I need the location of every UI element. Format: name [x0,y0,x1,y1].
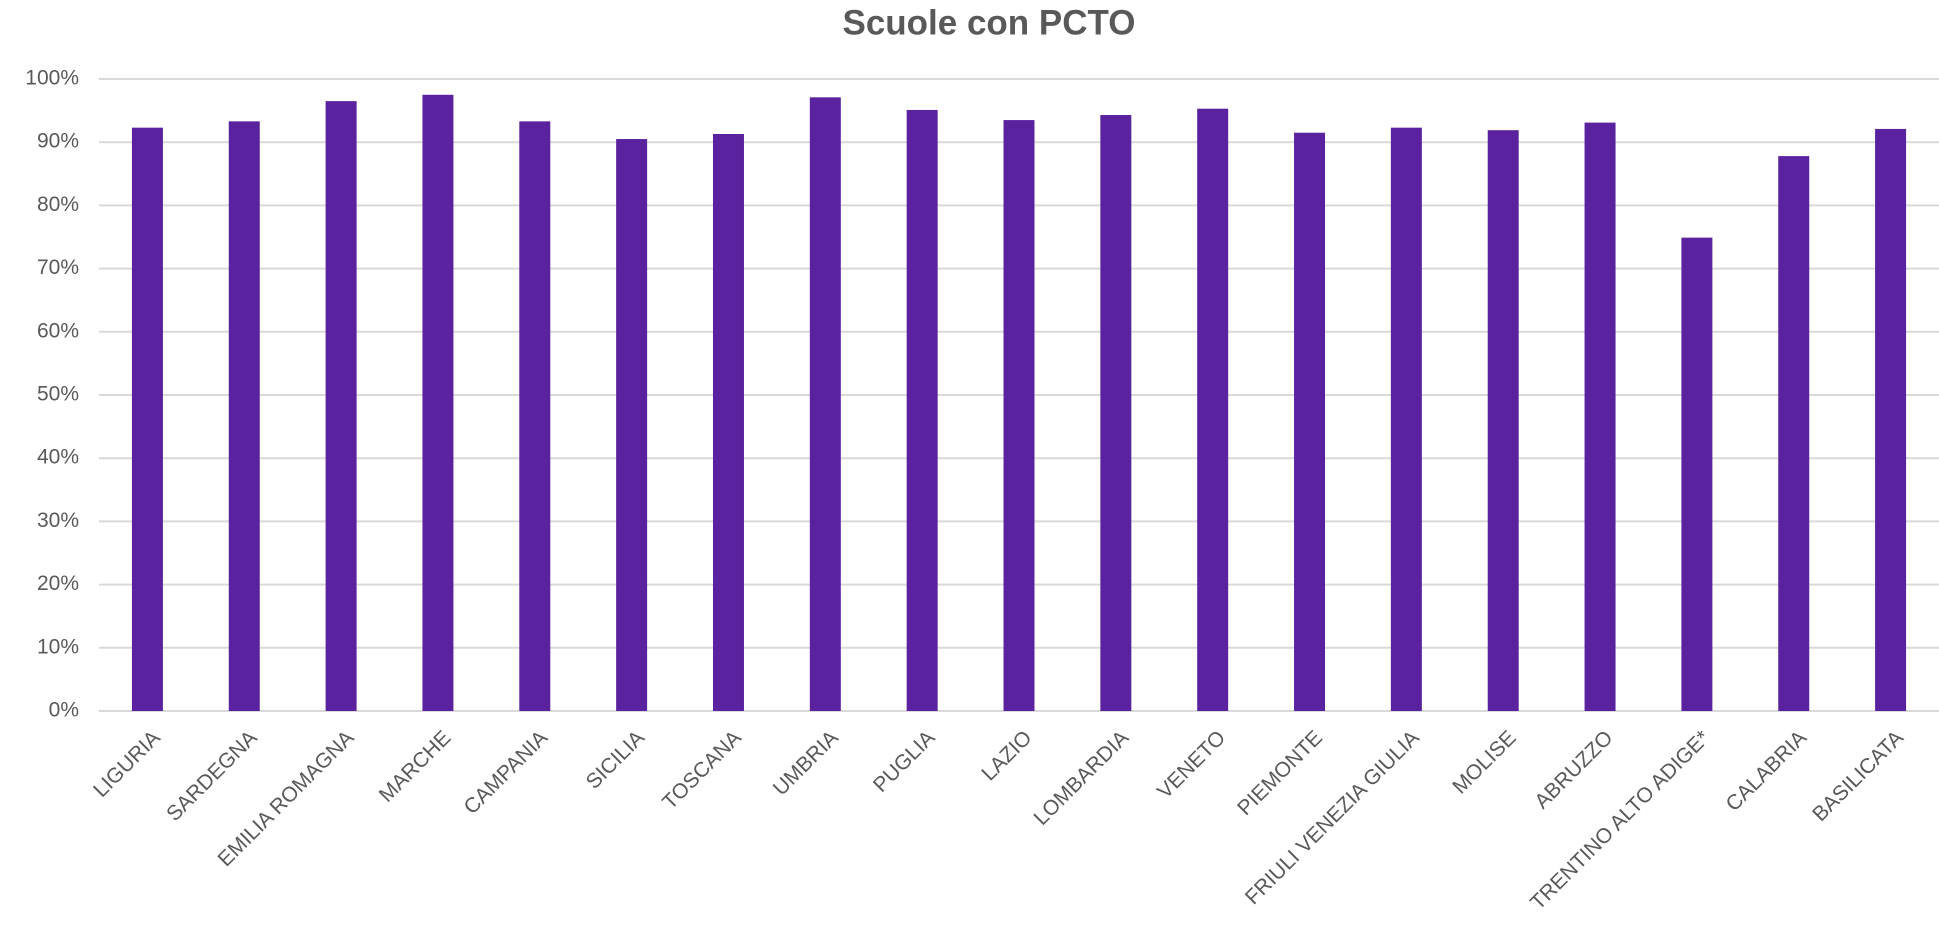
y-tick-label: 20% [37,572,79,595]
y-tick-label: 10% [37,635,79,658]
x-tick-label: CAMPANIA [460,726,553,819]
x-tick-label: UMBRIA [769,726,843,800]
x-tick-label: PUGLIA [869,726,940,797]
bar [1681,237,1713,711]
bar [228,121,260,712]
bar [1584,122,1616,711]
y-tick-label: 60% [37,319,79,342]
bar [1778,156,1810,711]
y-tick-label: 70% [37,256,79,279]
x-tick-label: ABRUZZO [1530,726,1617,813]
x-tick-label: SARDEGNA [162,726,262,826]
x-tick-label: LIGURIA [89,726,165,802]
y-tick-label: 80% [37,193,79,216]
bar [809,97,841,711]
bar [1100,115,1132,712]
x-tick-label: TRENTINO ALTO ADIGE* [1526,726,1714,914]
x-tick-label: MARCHE [375,726,456,807]
x-tick-label: FRIULI VENEZIA GIULIA [1241,726,1424,909]
x-tick-label: BASILICATA [1808,726,1908,826]
bar [1875,128,1907,712]
x-tick-label: LAZIO [977,726,1036,785]
bar [1390,127,1422,711]
bar [325,101,357,712]
chart-title: Scuole con PCTO [842,3,1135,42]
bar [131,127,163,711]
bar [906,109,938,711]
bar [712,133,744,711]
bar [519,121,551,712]
bar [1197,108,1229,712]
y-tick-label: 90% [37,130,79,153]
x-tick-label: CALABRIA [1721,726,1811,816]
x-tick-label: TOSCANA [658,726,746,814]
bar [1003,120,1035,711]
y-tick-label: 100% [25,67,79,90]
bar [422,94,454,712]
x-tick-label: VENETO [1153,726,1230,803]
y-tick-label: 40% [37,446,79,469]
y-tick-label: 0% [49,699,79,722]
bar [1294,132,1326,712]
x-tick-label: LOMBARDIA [1030,726,1134,830]
x-tick-label: PIEMONTE [1233,726,1327,820]
bar [616,139,648,712]
x-tick-label: SICILIA [582,726,649,793]
bar [1487,130,1519,711]
y-tick-label: 30% [37,509,79,532]
x-tick-label: MOLISE [1448,726,1520,798]
y-tick-label: 50% [37,383,79,406]
